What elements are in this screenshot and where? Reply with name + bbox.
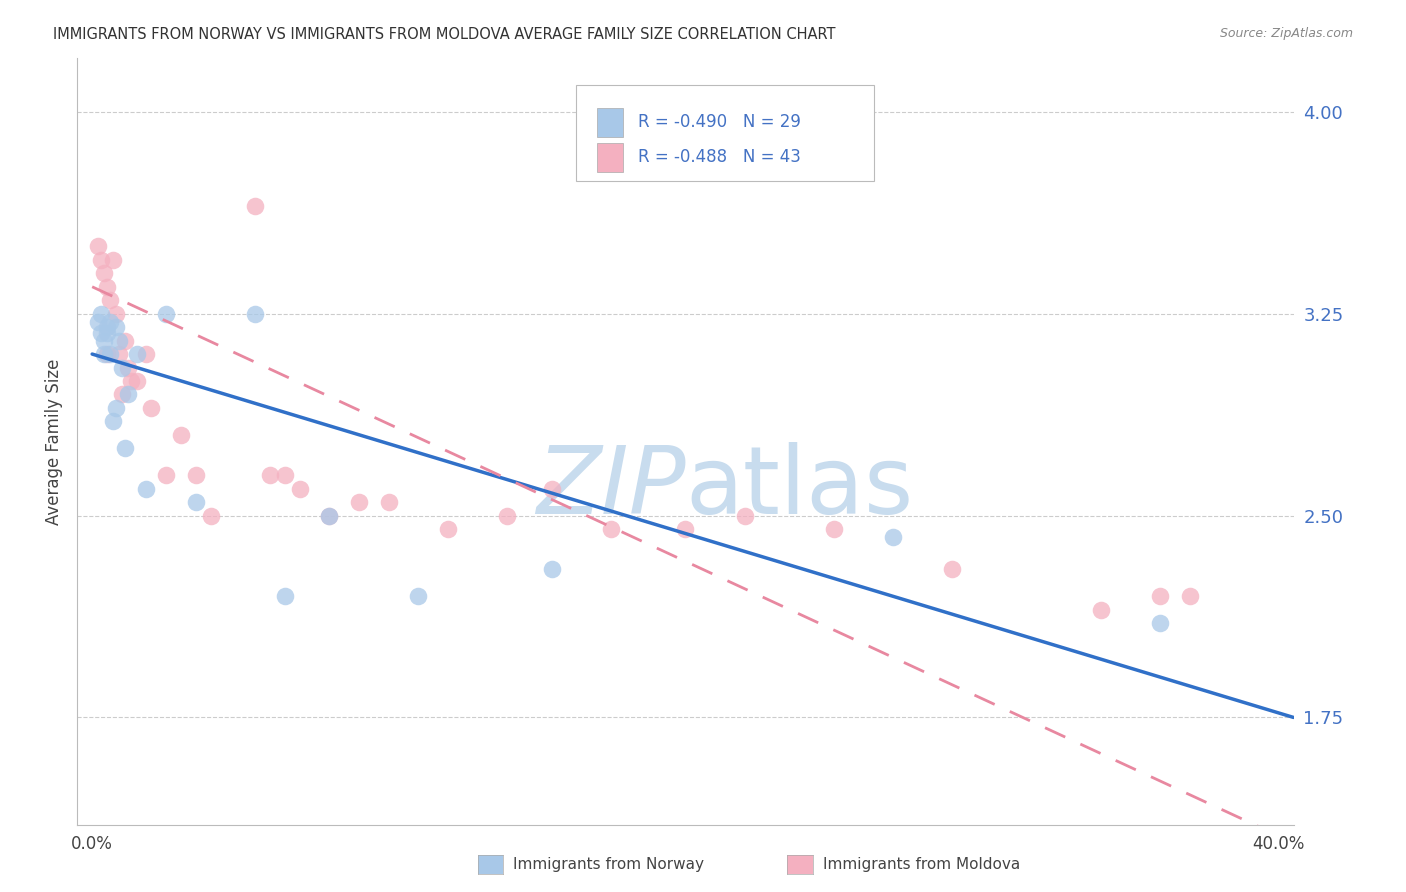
- Point: [125, 374, 148, 388]
- Point: [496, 508, 519, 523]
- Point: [90, 326, 112, 340]
- Point: [96, 347, 118, 361]
- Point: [117, 387, 139, 401]
- Point: [274, 590, 297, 604]
- Point: [141, 401, 163, 415]
- Text: atlas: atlas: [686, 442, 914, 533]
- Point: [259, 468, 281, 483]
- Point: [378, 495, 401, 509]
- FancyBboxPatch shape: [576, 85, 875, 181]
- Point: [101, 414, 124, 428]
- Point: [108, 347, 131, 361]
- Point: [1090, 603, 1112, 617]
- Point: [104, 307, 127, 321]
- Point: [87, 239, 110, 253]
- Point: [96, 320, 118, 334]
- Point: [93, 334, 115, 348]
- Point: [111, 387, 134, 401]
- Point: [98, 347, 121, 361]
- Point: [437, 522, 460, 536]
- Point: [274, 468, 297, 483]
- Point: [184, 468, 207, 483]
- Point: [108, 334, 131, 348]
- Point: [184, 495, 207, 509]
- Point: [101, 252, 124, 267]
- Point: [318, 508, 340, 523]
- Point: [96, 326, 118, 340]
- Text: R = -0.488   N = 43: R = -0.488 N = 43: [638, 148, 801, 167]
- Point: [87, 315, 110, 329]
- Bar: [596, 108, 623, 136]
- Text: Source: ZipAtlas.com: Source: ZipAtlas.com: [1219, 27, 1353, 40]
- Text: Immigrants from Norway: Immigrants from Norway: [513, 857, 704, 871]
- Text: R = -0.490   N = 29: R = -0.490 N = 29: [638, 113, 801, 131]
- Point: [675, 522, 697, 536]
- Point: [882, 530, 904, 544]
- Point: [93, 266, 115, 280]
- Point: [111, 360, 134, 375]
- Point: [114, 334, 136, 348]
- Point: [734, 508, 756, 523]
- Point: [600, 522, 623, 536]
- Point: [408, 590, 430, 604]
- Point: [90, 252, 112, 267]
- Point: [1178, 590, 1201, 604]
- Point: [245, 199, 267, 213]
- Point: [90, 307, 112, 321]
- Point: [318, 508, 340, 523]
- Point: [155, 307, 177, 321]
- Point: [104, 320, 127, 334]
- Point: [170, 427, 193, 442]
- Point: [93, 347, 115, 361]
- Point: [114, 442, 136, 456]
- Y-axis label: Average Family Size: Average Family Size: [45, 359, 63, 524]
- Point: [1149, 616, 1171, 631]
- Point: [125, 347, 148, 361]
- Point: [288, 482, 311, 496]
- Point: [245, 307, 267, 321]
- Point: [98, 315, 121, 329]
- Point: [104, 401, 127, 415]
- Text: ZIP: ZIP: [536, 442, 686, 533]
- Text: IMMIGRANTS FROM NORWAY VS IMMIGRANTS FROM MOLDOVA AVERAGE FAMILY SIZE CORRELATIO: IMMIGRANTS FROM NORWAY VS IMMIGRANTS FRO…: [53, 27, 837, 42]
- Bar: [596, 143, 623, 172]
- Point: [117, 360, 139, 375]
- Point: [541, 562, 564, 576]
- Point: [1149, 590, 1171, 604]
- Point: [120, 374, 142, 388]
- Point: [541, 482, 564, 496]
- Point: [98, 293, 121, 308]
- Point: [941, 562, 963, 576]
- Point: [347, 495, 370, 509]
- Point: [200, 508, 222, 523]
- Point: [155, 468, 177, 483]
- Point: [823, 522, 845, 536]
- Text: Immigrants from Moldova: Immigrants from Moldova: [823, 857, 1019, 871]
- Point: [135, 482, 157, 496]
- Point: [96, 279, 118, 293]
- Point: [135, 347, 157, 361]
